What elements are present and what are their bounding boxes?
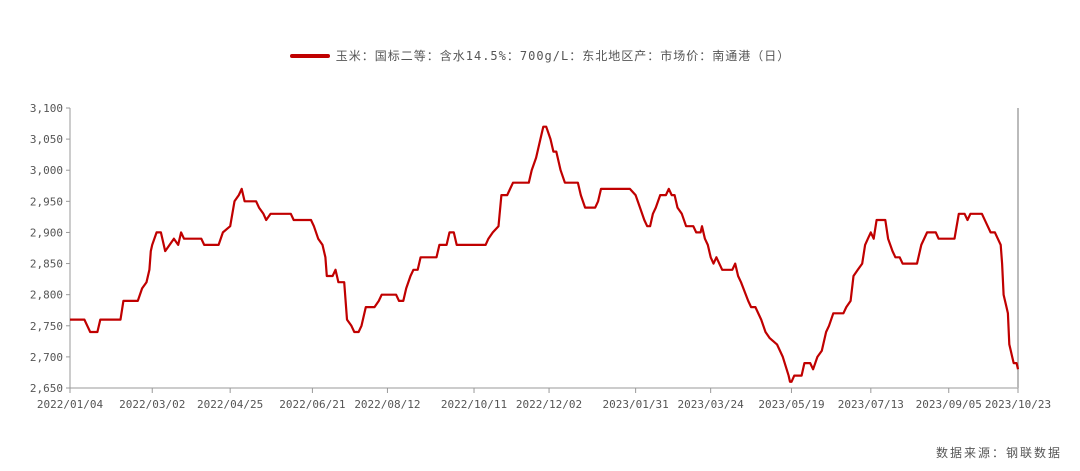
x-tick-label: 2023/01/31	[603, 398, 669, 411]
x-tick-label: 2023/09/05	[916, 398, 982, 411]
x-tick-label: 2023/10/23	[985, 398, 1051, 411]
x-tick-label: 2023/05/19	[758, 398, 824, 411]
y-tick-label: 2,950	[30, 195, 63, 208]
x-tick-label: 2022/06/21	[279, 398, 345, 411]
chart-legend: 玉米：国标二等：含水14.5%：700g/L：东北地区产：市场价：南通港（日）	[0, 47, 1080, 64]
legend-swatch	[289, 53, 330, 58]
y-tick-label: 2,850	[30, 258, 63, 271]
x-tick-label: 2023/07/13	[838, 398, 904, 411]
data-source-note: 数据来源：钢联数据	[935, 446, 1062, 460]
y-tick-label: 3,100	[30, 102, 63, 115]
y-tick-label: 2,800	[30, 289, 63, 302]
legend-series-label: 玉米：国标二等：含水14.5%：700g/L：东北地区产：市场价：南通港（日）	[335, 49, 791, 63]
x-tick-label: 2022/12/02	[516, 398, 582, 411]
x-tick-label: 2022/04/25	[197, 398, 263, 411]
y-tick-label: 2,750	[30, 320, 63, 333]
y-tick-label: 2,900	[30, 226, 63, 239]
chart-axes: 2,650 2,700 2,750 2,800 2,850 2,900 2,950 3,000…	[30, 102, 1051, 411]
chart-series	[70, 125, 1020, 383]
y-tick-label: 2,700	[30, 351, 63, 364]
x-tick-label: 2022/01/04	[37, 398, 104, 411]
price-series-line	[70, 125, 1020, 383]
y-tick-label: 3,050	[30, 133, 63, 146]
x-tick-label: 2022/08/12	[354, 398, 420, 411]
x-tick-label: 2022/03/02	[119, 398, 185, 411]
x-tick-label: 2022/10/11	[441, 398, 507, 411]
y-tick-label: 3,000	[30, 164, 63, 177]
x-tick-label: 2023/03/24	[678, 398, 745, 411]
y-tick-label: 2,650	[30, 382, 63, 395]
